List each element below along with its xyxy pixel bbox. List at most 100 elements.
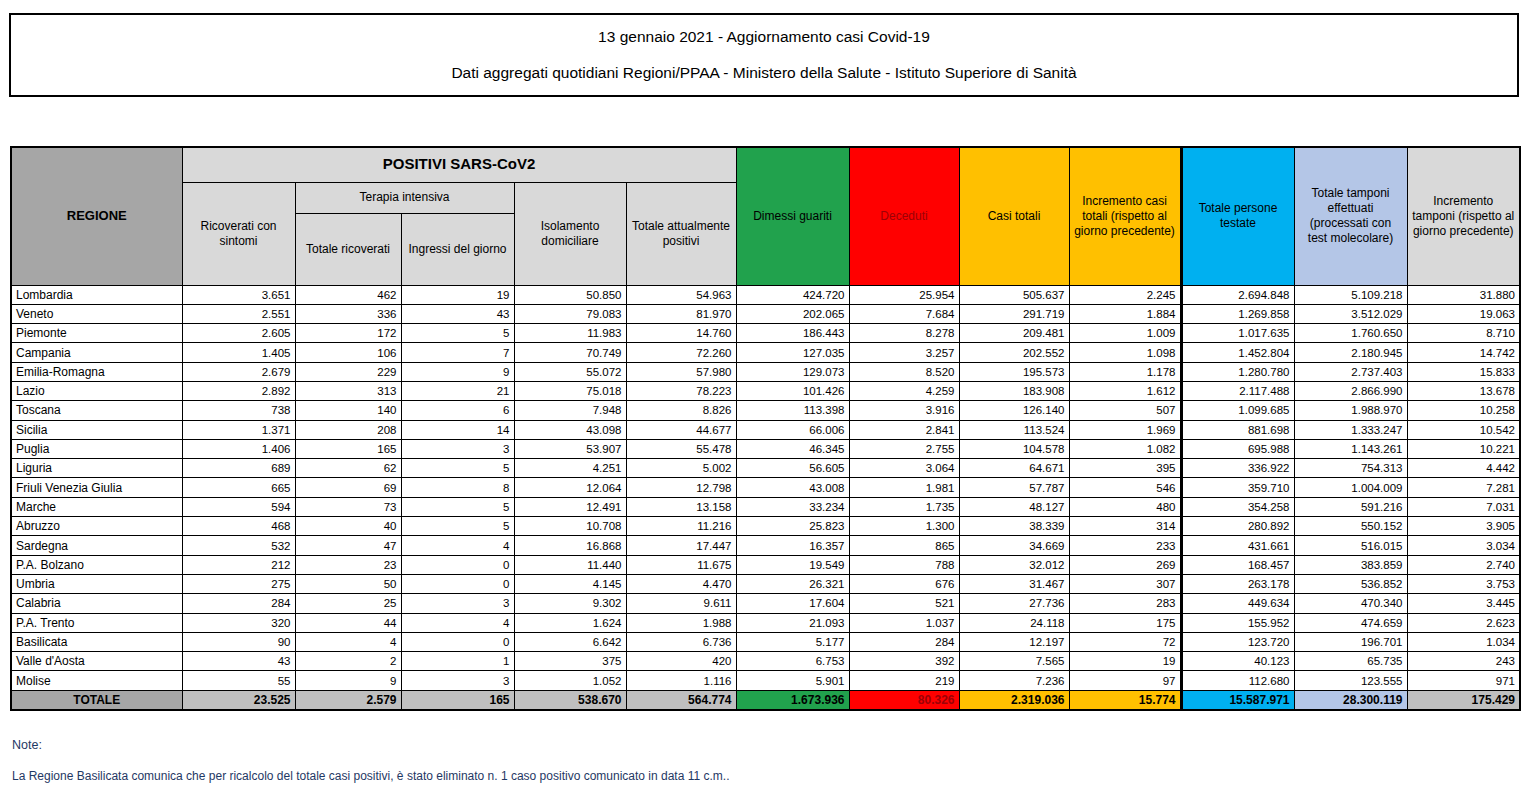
cell-terapia-totale-ricoverati: 69 — [295, 478, 401, 497]
cell-casi-totali: 31.467 — [959, 574, 1069, 593]
header-incremento-tamponi: Incremento tamponi (rispetto al giorno p… — [1407, 147, 1520, 285]
cell-totale-tamponi: 536.852 — [1294, 574, 1407, 593]
cell-totale-persone-testate: 15.587.971 — [1181, 690, 1294, 709]
region-name: Campania — [11, 343, 182, 362]
cell-isolamento-domiciliare: 9.302 — [514, 594, 626, 613]
cell-deceduti: 2.841 — [849, 420, 959, 439]
cell-terapia-totale-ricoverati: 2.579 — [295, 690, 401, 709]
cell-dimessi-guariti: 33.234 — [736, 497, 849, 516]
table-row: Liguria6896254.2515.00256.6053.06464.671… — [11, 459, 1520, 478]
cell-totale-tamponi: 1.143.261 — [1294, 439, 1407, 458]
cell-incremento-casi-totali: 307 — [1069, 574, 1181, 593]
cell-incremento-tamponi: 243 — [1407, 652, 1520, 671]
region-name: Liguria — [11, 459, 182, 478]
cell-ricoverati-con-sintomi: 1.406 — [182, 439, 295, 458]
cell-dimessi-guariti: 129.073 — [736, 362, 849, 381]
cell-terapia-totale-ricoverati: 313 — [295, 381, 401, 400]
table-row: P.A. Trento3204441.6241.98821.0931.03724… — [11, 613, 1520, 632]
cell-incremento-tamponi: 3.905 — [1407, 517, 1520, 536]
cell-deceduti: 788 — [849, 555, 959, 574]
cell-totale-tamponi: 2.737.403 — [1294, 362, 1407, 381]
cell-deceduti: 1.037 — [849, 613, 959, 632]
cell-terapia-ingressi-giorno: 4 — [401, 613, 514, 632]
cell-totale-tamponi: 1.760.650 — [1294, 324, 1407, 343]
cell-totale-attualmente-positivi: 1.116 — [626, 671, 736, 690]
cell-ricoverati-con-sintomi: 2.551 — [182, 304, 295, 323]
cell-incremento-tamponi: 2.740 — [1407, 555, 1520, 574]
cell-totale-attualmente-positivi: 72.260 — [626, 343, 736, 362]
cell-deceduti: 3.257 — [849, 343, 959, 362]
notes-section: Note: La Regione Basilicata comunica che… — [12, 738, 730, 783]
cell-incremento-tamponi: 10.221 — [1407, 439, 1520, 458]
cell-incremento-casi-totali: 233 — [1069, 536, 1181, 555]
table-row: Umbria2755004.1454.47026.32167631.467307… — [11, 574, 1520, 593]
cell-incremento-casi-totali: 2.245 — [1069, 285, 1181, 304]
cell-dimessi-guariti: 21.093 — [736, 613, 849, 632]
cell-isolamento-domiciliare: 16.868 — [514, 536, 626, 555]
cell-terapia-ingressi-giorno: 0 — [401, 555, 514, 574]
region-name: Veneto — [11, 304, 182, 323]
cell-totale-persone-testate: 1.280.780 — [1181, 362, 1294, 381]
table-row: Piemonte2.605172511.98314.760186.4438.27… — [11, 324, 1520, 343]
cell-deceduti: 4.259 — [849, 381, 959, 400]
cell-terapia-ingressi-giorno: 0 — [401, 632, 514, 651]
cell-incremento-tamponi: 15.833 — [1407, 362, 1520, 381]
cell-totale-persone-testate: 40.123 — [1181, 652, 1294, 671]
cell-incremento-casi-totali: 269 — [1069, 555, 1181, 574]
cell-terapia-totale-ricoverati: 62 — [295, 459, 401, 478]
cell-dimessi-guariti: 25.823 — [736, 517, 849, 536]
cell-incremento-casi-totali: 1.009 — [1069, 324, 1181, 343]
cell-deceduti: 1.300 — [849, 517, 959, 536]
cell-casi-totali: 202.552 — [959, 343, 1069, 362]
cell-terapia-ingressi-giorno: 6 — [401, 401, 514, 420]
cell-casi-totali: 183.908 — [959, 381, 1069, 400]
cell-totale-attualmente-positivi: 11.675 — [626, 555, 736, 574]
cell-deceduti: 8.278 — [849, 324, 959, 343]
cell-deceduti: 3.064 — [849, 459, 959, 478]
table-row: Sardegna53247416.86817.44716.35786534.66… — [11, 536, 1520, 555]
cell-terapia-totale-ricoverati: 229 — [295, 362, 401, 381]
cell-isolamento-domiciliare: 538.670 — [514, 690, 626, 709]
header-ricoverati-sintomi: Ricoverati con sintomi — [182, 182, 295, 285]
cell-isolamento-domiciliare: 7.948 — [514, 401, 626, 420]
cell-incremento-tamponi: 10.542 — [1407, 420, 1520, 439]
cell-ricoverati-con-sintomi: 738 — [182, 401, 295, 420]
cell-totale-attualmente-positivi: 12.798 — [626, 478, 736, 497]
cell-incremento-tamponi: 3.034 — [1407, 536, 1520, 555]
cell-deceduti: 3.916 — [849, 401, 959, 420]
cell-totale-tamponi: 123.555 — [1294, 671, 1407, 690]
cell-casi-totali: 113.524 — [959, 420, 1069, 439]
cell-totale-tamponi: 5.109.218 — [1294, 285, 1407, 304]
cell-casi-totali: 505.637 — [959, 285, 1069, 304]
cell-ricoverati-con-sintomi: 2.679 — [182, 362, 295, 381]
cell-terapia-totale-ricoverati: 73 — [295, 497, 401, 516]
cell-casi-totali: 64.671 — [959, 459, 1069, 478]
cell-totale-persone-testate: 881.698 — [1181, 420, 1294, 439]
cell-terapia-totale-ricoverati: 47 — [295, 536, 401, 555]
cell-totale-attualmente-positivi: 13.158 — [626, 497, 736, 516]
region-name: P.A. Bolzano — [11, 555, 182, 574]
table-row: Puglia1.406165353.90755.47846.3452.75510… — [11, 439, 1520, 458]
cell-casi-totali: 126.140 — [959, 401, 1069, 420]
cell-dimessi-guariti: 424.720 — [736, 285, 849, 304]
cell-terapia-ingressi-giorno: 4 — [401, 536, 514, 555]
cell-terapia-totale-ricoverati: 208 — [295, 420, 401, 439]
cell-totale-attualmente-positivi: 8.826 — [626, 401, 736, 420]
table-row: Sicilia1.3712081443.09844.67766.0062.841… — [11, 420, 1520, 439]
cell-terapia-totale-ricoverati: 9 — [295, 671, 401, 690]
cell-deceduti: 865 — [849, 536, 959, 555]
cell-totale-persone-testate: 155.952 — [1181, 613, 1294, 632]
cell-terapia-ingressi-giorno: 165 — [401, 690, 514, 709]
cell-totale-persone-testate: 168.457 — [1181, 555, 1294, 574]
cell-terapia-totale-ricoverati: 40 — [295, 517, 401, 536]
cell-totale-attualmente-positivi: 564.774 — [626, 690, 736, 709]
cell-ricoverati-con-sintomi: 532 — [182, 536, 295, 555]
cell-ricoverati-con-sintomi: 468 — [182, 517, 295, 536]
table-row: Lazio2.8923132175.01878.223101.4264.2591… — [11, 381, 1520, 400]
cell-totale-attualmente-positivi: 57.980 — [626, 362, 736, 381]
cell-casi-totali: 32.012 — [959, 555, 1069, 574]
cell-incremento-tamponi: 4.442 — [1407, 459, 1520, 478]
header-tamponi: Totale tamponi effettuati (processati co… — [1294, 147, 1407, 285]
cell-totale-tamponi: 2.866.990 — [1294, 381, 1407, 400]
cell-terapia-ingressi-giorno: 8 — [401, 478, 514, 497]
